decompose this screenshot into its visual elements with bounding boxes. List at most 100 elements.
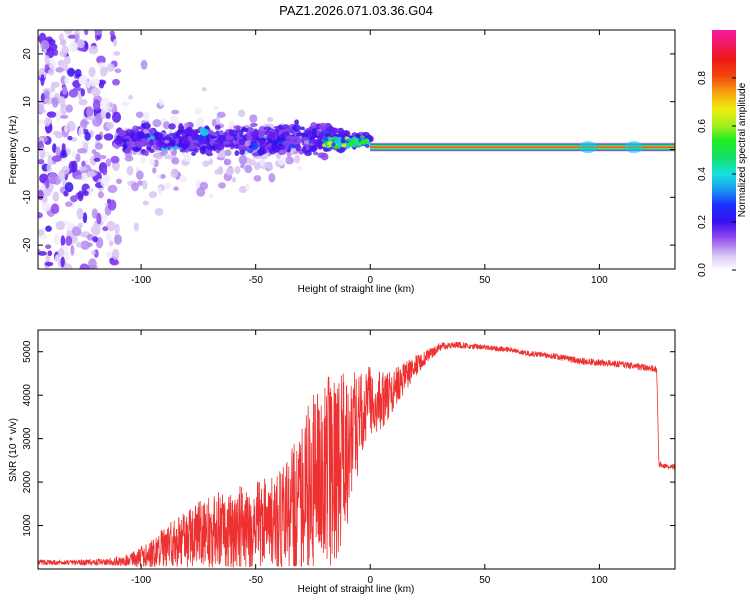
spectrogram-blob [216, 111, 226, 118]
spectrogram-blob [257, 139, 263, 143]
spectrogram-blob [288, 135, 296, 141]
spectrogram-blob [279, 145, 288, 150]
spectrogram-blob [239, 129, 244, 138]
spectrogram-blob [101, 212, 108, 223]
spectrogram-blob [133, 147, 141, 153]
spectrogram-blob [140, 156, 146, 164]
spectrogram-blob [90, 224, 101, 236]
spectrogram-blob [163, 121, 170, 130]
spectrogram-blob [61, 165, 70, 175]
spectrogram-blob [55, 146, 61, 157]
spectrogram-blob [102, 226, 109, 232]
spectrogram-blob [121, 101, 130, 107]
spectrogram-blob [44, 261, 54, 267]
spectrogram-blob [211, 118, 217, 127]
spectrogram-blob [38, 119, 47, 125]
spectrogram-blob [320, 152, 329, 161]
spectrogram-blob [75, 241, 82, 248]
spectrogram-blob [63, 263, 73, 269]
spectrogram-blob [98, 80, 105, 89]
spectrogram-blob [178, 125, 185, 131]
spectrogram-blob [259, 145, 264, 154]
spectrogram-blob [39, 147, 46, 160]
spectrogram-blob [271, 143, 278, 151]
spectrogram-blob [346, 137, 352, 142]
spectrogram-blob [122, 143, 128, 150]
spectrogram-blob [111, 248, 120, 260]
spectrogram-blob [111, 111, 122, 123]
spectrogram-blob [77, 39, 85, 49]
spectrogram-blob [42, 48, 47, 54]
spectrogram-blob [337, 131, 345, 137]
spectrogram-blob [244, 183, 250, 191]
spectrogram-blob [294, 119, 299, 126]
spectrogram-blob [65, 104, 73, 113]
spectrogram-blob [92, 236, 99, 243]
spectrogram-blob [286, 151, 292, 158]
spectrogram-blob [319, 122, 327, 131]
figure-title: PAZ1.2026.071.03.36.G04 [279, 3, 433, 18]
spectrogram-blob [64, 182, 74, 193]
spectrogram-blob [117, 129, 127, 137]
spectrogram-blob [208, 158, 213, 165]
spectrogram-blob [76, 207, 84, 220]
spectrogram-blob [52, 130, 61, 136]
spectrogram-blob [106, 121, 114, 130]
snr-content [38, 341, 675, 569]
spectrogram-x-tick-label: -50 [248, 275, 263, 286]
spectrogram-y-ticks: -20 -10 0 10 20 [22, 48, 675, 252]
spectrogram-blob [199, 126, 205, 135]
spectrogram-blob [52, 191, 60, 203]
spectrogram-blob [87, 264, 98, 269]
spectrogram-blob [40, 74, 45, 87]
spectrogram-blob [58, 96, 66, 107]
spectrogram-blob [137, 180, 144, 186]
snr-x-tick-label: 50 [479, 575, 491, 586]
spectrogram-blob [225, 134, 231, 141]
spectrogram-blob [109, 30, 115, 37]
spectrogram-blob [291, 124, 301, 132]
spectrogram-blob [318, 132, 325, 137]
spectrogram-blob [63, 250, 70, 262]
spectrogram-blob [164, 154, 172, 160]
spectrogram-blob [147, 128, 156, 135]
spectrogram-blob [206, 143, 216, 151]
colorbar-ticks: 0.0 0.2 0.4 0.6 0.8 [697, 71, 736, 277]
spectrogram-x-title: Height of straight line (km) [298, 284, 415, 295]
spectrogram-blob [340, 139, 346, 144]
spectrogram-blob [282, 140, 292, 148]
spectrogram-blob [105, 112, 111, 120]
spectrogram-blob [63, 56, 71, 65]
spectrogram-blob [164, 139, 170, 144]
spectrogram-blob [47, 155, 54, 166]
spectrogram-blob [316, 135, 324, 143]
spectrogram-blob [139, 140, 149, 147]
snr-y-tick-label: 5000 [22, 340, 33, 363]
spectrogram-blob [88, 66, 96, 78]
spectrogram-blob [209, 132, 218, 136]
spectrogram-blob [52, 143, 57, 154]
spectrogram-blob [268, 131, 277, 140]
spectrogram-blob [92, 99, 101, 112]
spectrogram-blob [86, 106, 94, 118]
spectrogram-blob [138, 131, 145, 139]
spectrogram-blob [108, 240, 114, 247]
spectrogram-blob [295, 143, 301, 152]
spectrogram-blob [40, 39, 50, 51]
spectrogram-blob [110, 259, 120, 266]
snr-y-tick-label: 4000 [22, 384, 33, 407]
spectrogram-blob [41, 201, 51, 213]
spectrogram-blob [132, 134, 139, 141]
spectrogram-blob [115, 178, 123, 185]
spectrogram-blob [250, 131, 259, 138]
spectrogram-blob [242, 146, 250, 150]
spectrogram-blob [80, 88, 85, 97]
spectrogram-blob [178, 175, 187, 183]
spectrogram-blob [281, 131, 290, 137]
spectrogram-blob [89, 78, 100, 87]
spectrogram-blob [78, 126, 84, 138]
steady-tone-band [370, 146, 675, 148]
spectrogram-blob [171, 157, 180, 165]
steady-tone-bulge [578, 141, 597, 154]
spectrogram-blob [99, 66, 108, 77]
